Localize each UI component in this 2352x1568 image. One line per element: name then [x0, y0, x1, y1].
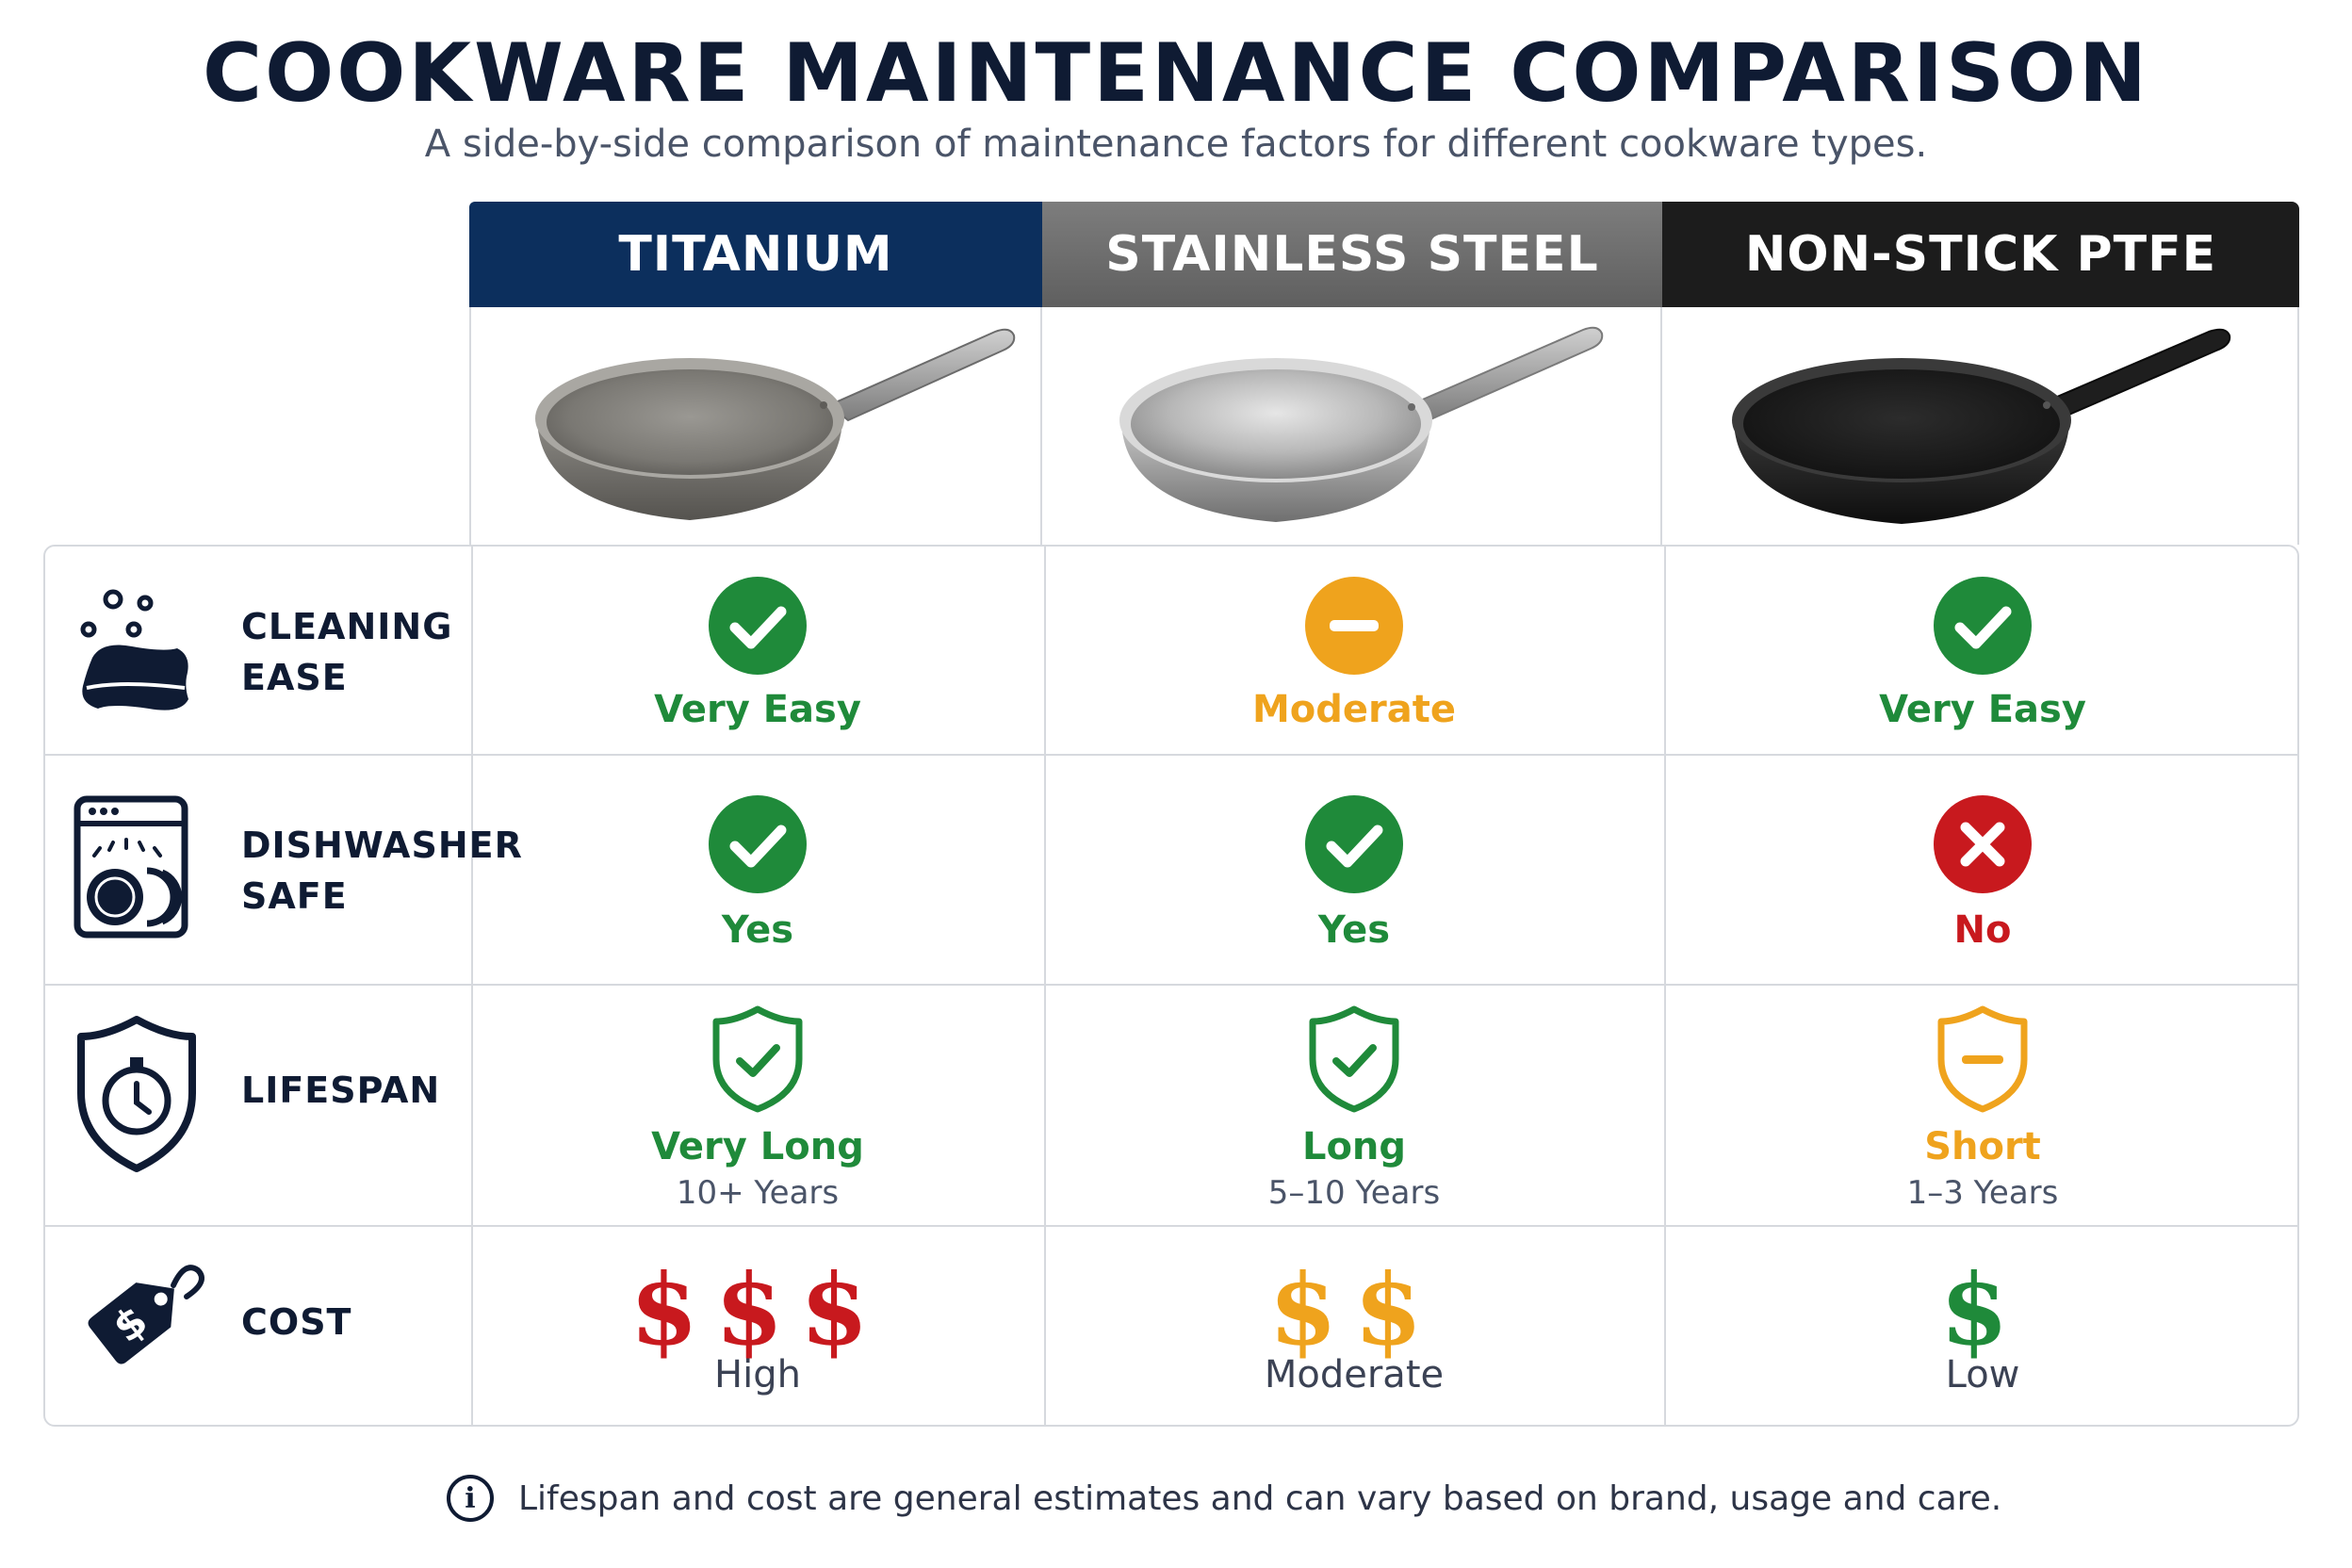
titanium-pan-image: [469, 307, 1042, 545]
cleaning-ease-non-stick: Very Easy: [1664, 547, 2297, 754]
cleaning-ease-stainless-steel: Moderate: [1044, 547, 1664, 754]
minus-icon: [1305, 577, 1403, 675]
footnote-text: Lifespan and cost are general estimates …: [518, 1478, 2002, 1518]
page-title: COOKWARE MAINTENANCE COMPARISON: [202, 26, 2149, 121]
dishwasher-safe-non-stick: No: [1664, 754, 2297, 984]
check-icon: [1934, 577, 2032, 675]
row-label-lifespan: LIFESPAN: [45, 984, 471, 1225]
check-icon: [709, 577, 807, 675]
column-header-titanium: TITANIUM: [469, 202, 1042, 307]
shield-check-icon: [1309, 1005, 1399, 1113]
comparison-table: CLEANING EASE Very Easy Moderate Very Ea…: [43, 545, 2299, 1427]
row-label-cost: $ COST: [45, 1225, 471, 1425]
cost-non-stick: $ Low: [1664, 1225, 2297, 1425]
shield-timer-icon: [77, 1016, 196, 1172]
cost-symbols: $$$: [629, 1251, 886, 1367]
footnote: i Lifespan and cost are general estimate…: [447, 1470, 2001, 1527]
column-header-stainless-steel: STAINLESS STEEL: [1042, 202, 1662, 307]
lifespan-non-stick: Short 1–3 Years: [1664, 984, 2297, 1225]
non-stick-pan-image: [1662, 307, 2299, 545]
stainless-steel-pan-image: [1042, 307, 1662, 545]
check-icon: [709, 795, 807, 893]
lifespan-titanium: Very Long 10+ Years: [471, 984, 1044, 1225]
info-icon: i: [447, 1475, 494, 1522]
cost-symbols: $$: [1268, 1251, 1440, 1367]
lifespan-stainless-steel: Long 5–10 Years: [1044, 984, 1664, 1225]
check-icon: [1305, 795, 1403, 893]
cleaning-ease-titanium: Very Easy: [471, 547, 1044, 754]
shield-minus-icon: [1937, 1005, 2028, 1113]
cost-symbols: $: [1939, 1251, 2026, 1367]
column-header-non-stick-ptfe: NON-STICK PTFE: [1662, 202, 2299, 307]
dishwasher-safe-stainless-steel: Yes: [1044, 754, 1664, 984]
cross-icon: [1934, 795, 2032, 893]
cost-stainless-steel: $$ Moderate: [1044, 1225, 1664, 1425]
page-subtitle: A side-by-side comparison of maintenance…: [424, 122, 1928, 166]
sponge-icon: [80, 589, 188, 710]
shield-check-icon: [712, 1005, 803, 1113]
row-label-dishwasher-safe: DISHWASHER SAFE: [45, 754, 522, 984]
row-label-cleaning-ease: CLEANING EASE: [45, 547, 471, 754]
price-tag-icon: $: [88, 1265, 204, 1364]
dishwasher-icon: [74, 795, 188, 939]
cost-titanium: $$$ High: [471, 1225, 1044, 1425]
dishwasher-safe-titanium: Yes: [471, 754, 1044, 984]
